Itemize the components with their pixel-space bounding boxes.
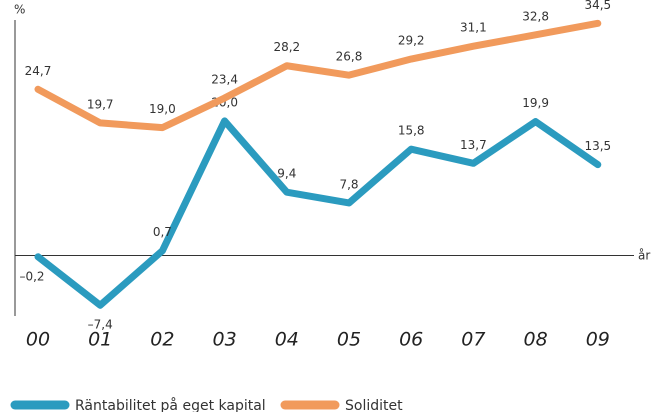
data-label: 28,2 xyxy=(273,40,300,54)
x-tick-label: 01 xyxy=(88,329,112,351)
data-label: 34,5 xyxy=(584,0,611,12)
data-label: –0,2 xyxy=(19,269,44,283)
data-label: 13,7 xyxy=(460,138,487,152)
x-tick-label: 07 xyxy=(461,329,485,351)
data-label: 31,1 xyxy=(460,21,487,35)
x-tick-label: 06 xyxy=(399,329,423,351)
data-label: 26,8 xyxy=(336,50,363,64)
data-label: 29,2 xyxy=(398,34,425,48)
x-tick-label: 00 xyxy=(26,329,50,351)
x-tick-label: 02 xyxy=(150,329,174,351)
legend-label: Räntabilitet på eget kapital xyxy=(75,397,266,412)
series-line xyxy=(34,117,602,309)
legend-label: Soliditet xyxy=(345,398,403,412)
data-label: 24,7 xyxy=(25,64,52,78)
data-label: 9,4 xyxy=(277,167,296,181)
data-label: 19,9 xyxy=(522,96,549,110)
x-tick-label: 04 xyxy=(275,329,299,351)
x-tick-label: 08 xyxy=(524,329,548,351)
data-label: 23,4 xyxy=(211,73,238,87)
data-label: 15,8 xyxy=(398,124,425,138)
data-label: 19,0 xyxy=(149,102,176,116)
data-label: 7,8 xyxy=(339,177,358,191)
series-line xyxy=(34,19,602,132)
data-label: –7,4 xyxy=(88,318,113,332)
data-label: 32,8 xyxy=(522,9,549,23)
data-label: 13,5 xyxy=(584,139,611,153)
x-axis-label: år xyxy=(638,249,650,263)
data-label: 0,7 xyxy=(153,225,172,239)
x-tick-label: 09 xyxy=(586,329,610,351)
data-label: 19,7 xyxy=(87,97,114,111)
y-axis-label: % xyxy=(14,3,25,17)
x-tick-label: 03 xyxy=(213,329,237,351)
x-tick-label: 05 xyxy=(337,329,361,351)
